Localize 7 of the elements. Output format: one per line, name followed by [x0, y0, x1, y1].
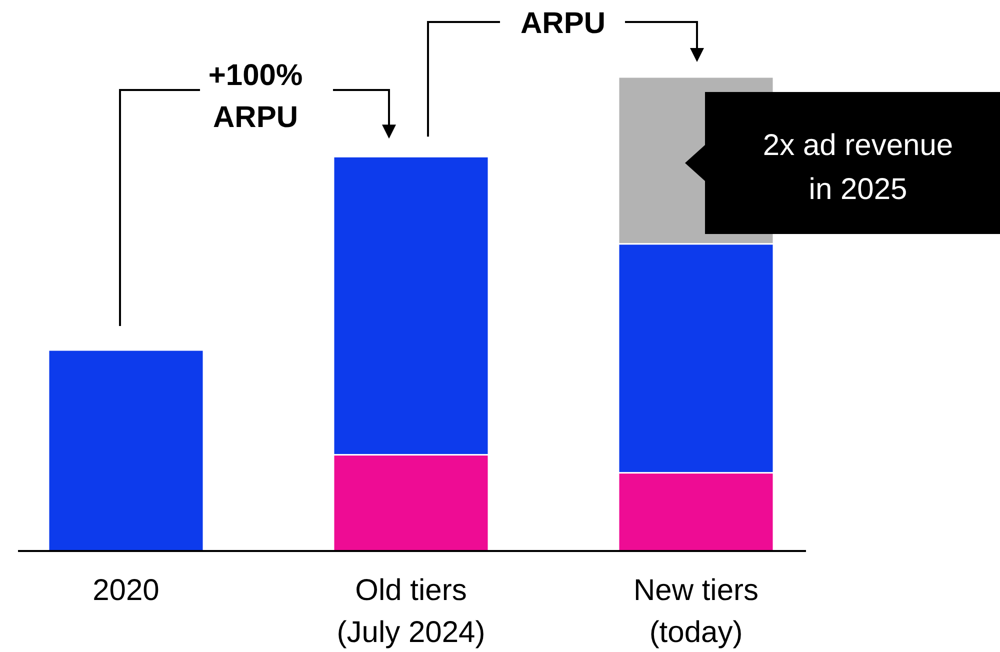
x-tick-label: 2020 — [92, 574, 160, 607]
x-tick-label: New tiers (today) — [633, 574, 759, 649]
bar — [48, 349, 204, 552]
x-tick-label: Old tiers (July 2024) — [336, 574, 486, 649]
text: ARPU — [520, 7, 606, 40]
annotation: 2x ad revenue in 2025 — [762, 129, 954, 206]
annotation: +100% ARPU — [208, 59, 303, 134]
